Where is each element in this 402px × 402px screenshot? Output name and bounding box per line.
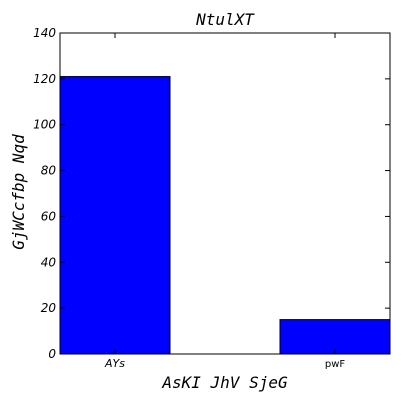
bar-pwf	[279, 319, 391, 355]
bars-group	[59, 76, 391, 355]
x-tick-label-pwf: pwF	[325, 359, 346, 370]
bar-ays	[59, 76, 171, 355]
y-tick-label: 20	[41, 301, 57, 315]
y-tick-label: 60	[41, 209, 57, 223]
y-axis-label: GjWCcfbp Nqd	[9, 134, 28, 250]
y-tick-label: 0	[48, 347, 56, 361]
chart-title: NtulXT	[195, 10, 255, 29]
y-axis-ticks: 0 20 40 60 80 100 120 140	[33, 26, 390, 361]
x-axis-label: AsKI JhV SjeG	[161, 373, 288, 392]
y-tick-label: 120	[33, 72, 56, 86]
y-tick-label: 40	[41, 255, 57, 269]
plot-frame	[59, 32, 391, 355]
y-tick-label: 80	[41, 164, 57, 178]
y-tick-label: 100	[33, 118, 56, 132]
x-tick-label-ays: AYs	[104, 357, 125, 370]
x-axis-ticks: AYs pwF	[104, 33, 345, 370]
y-tick-label: 140	[33, 26, 56, 40]
